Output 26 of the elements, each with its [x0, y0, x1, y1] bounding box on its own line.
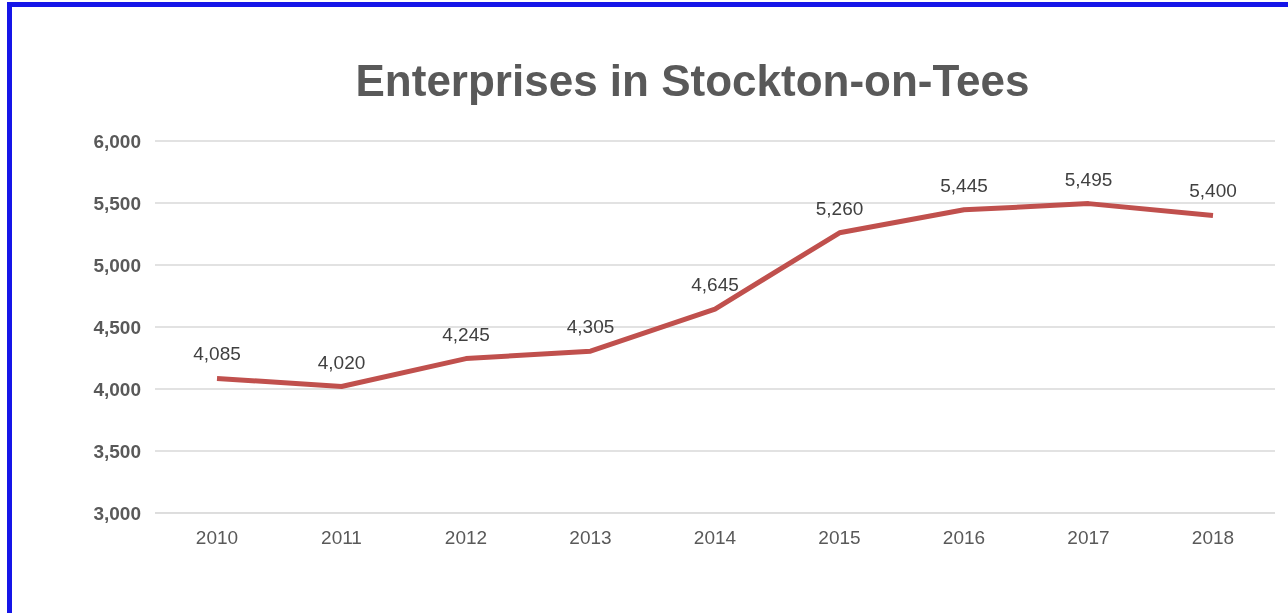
- x-tick-label: 2014: [693, 527, 737, 549]
- data-label: 5,495: [1064, 168, 1113, 190]
- data-label: 5,445: [940, 174, 988, 196]
- x-tick-label: 2010: [195, 527, 239, 549]
- data-label: 4,305: [566, 316, 615, 338]
- x-tick-label: 2013: [569, 527, 612, 549]
- y-tick-label: 3,500: [93, 440, 141, 462]
- data-label: 5,400: [1189, 180, 1237, 202]
- x-tick-label: 2017: [1067, 527, 1110, 549]
- x-tick-label: 2015: [818, 527, 861, 549]
- y-tick-label: 5,500: [93, 192, 141, 214]
- y-tick-label: 5,000: [93, 254, 141, 276]
- y-tick-label: 4,000: [93, 378, 141, 400]
- x-tick-label: 2016: [942, 527, 986, 549]
- data-label: 4,020: [317, 351, 366, 373]
- data-label: 5,260: [815, 197, 864, 219]
- y-tick-label: 4,500: [93, 316, 141, 338]
- data-label: 4,645: [691, 274, 739, 296]
- data-label: 4,245: [442, 323, 490, 345]
- x-tick-label: 2011: [321, 527, 362, 549]
- y-tick-label: 3,000: [93, 502, 141, 524]
- data-label: 4,085: [193, 343, 241, 365]
- chart-title: Enterprises in Stockton-on-Tees: [354, 56, 1031, 106]
- y-tick-label: 6,000: [93, 130, 141, 152]
- x-tick-label: 2012: [444, 527, 488, 549]
- x-tick-label: 2018: [1191, 527, 1235, 549]
